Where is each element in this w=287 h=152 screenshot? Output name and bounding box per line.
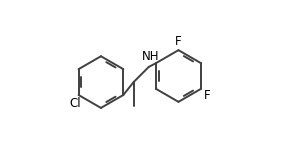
Text: F: F [175,35,182,48]
Text: F: F [203,89,210,102]
Text: NH: NH [141,50,159,64]
Text: Cl: Cl [69,97,81,110]
